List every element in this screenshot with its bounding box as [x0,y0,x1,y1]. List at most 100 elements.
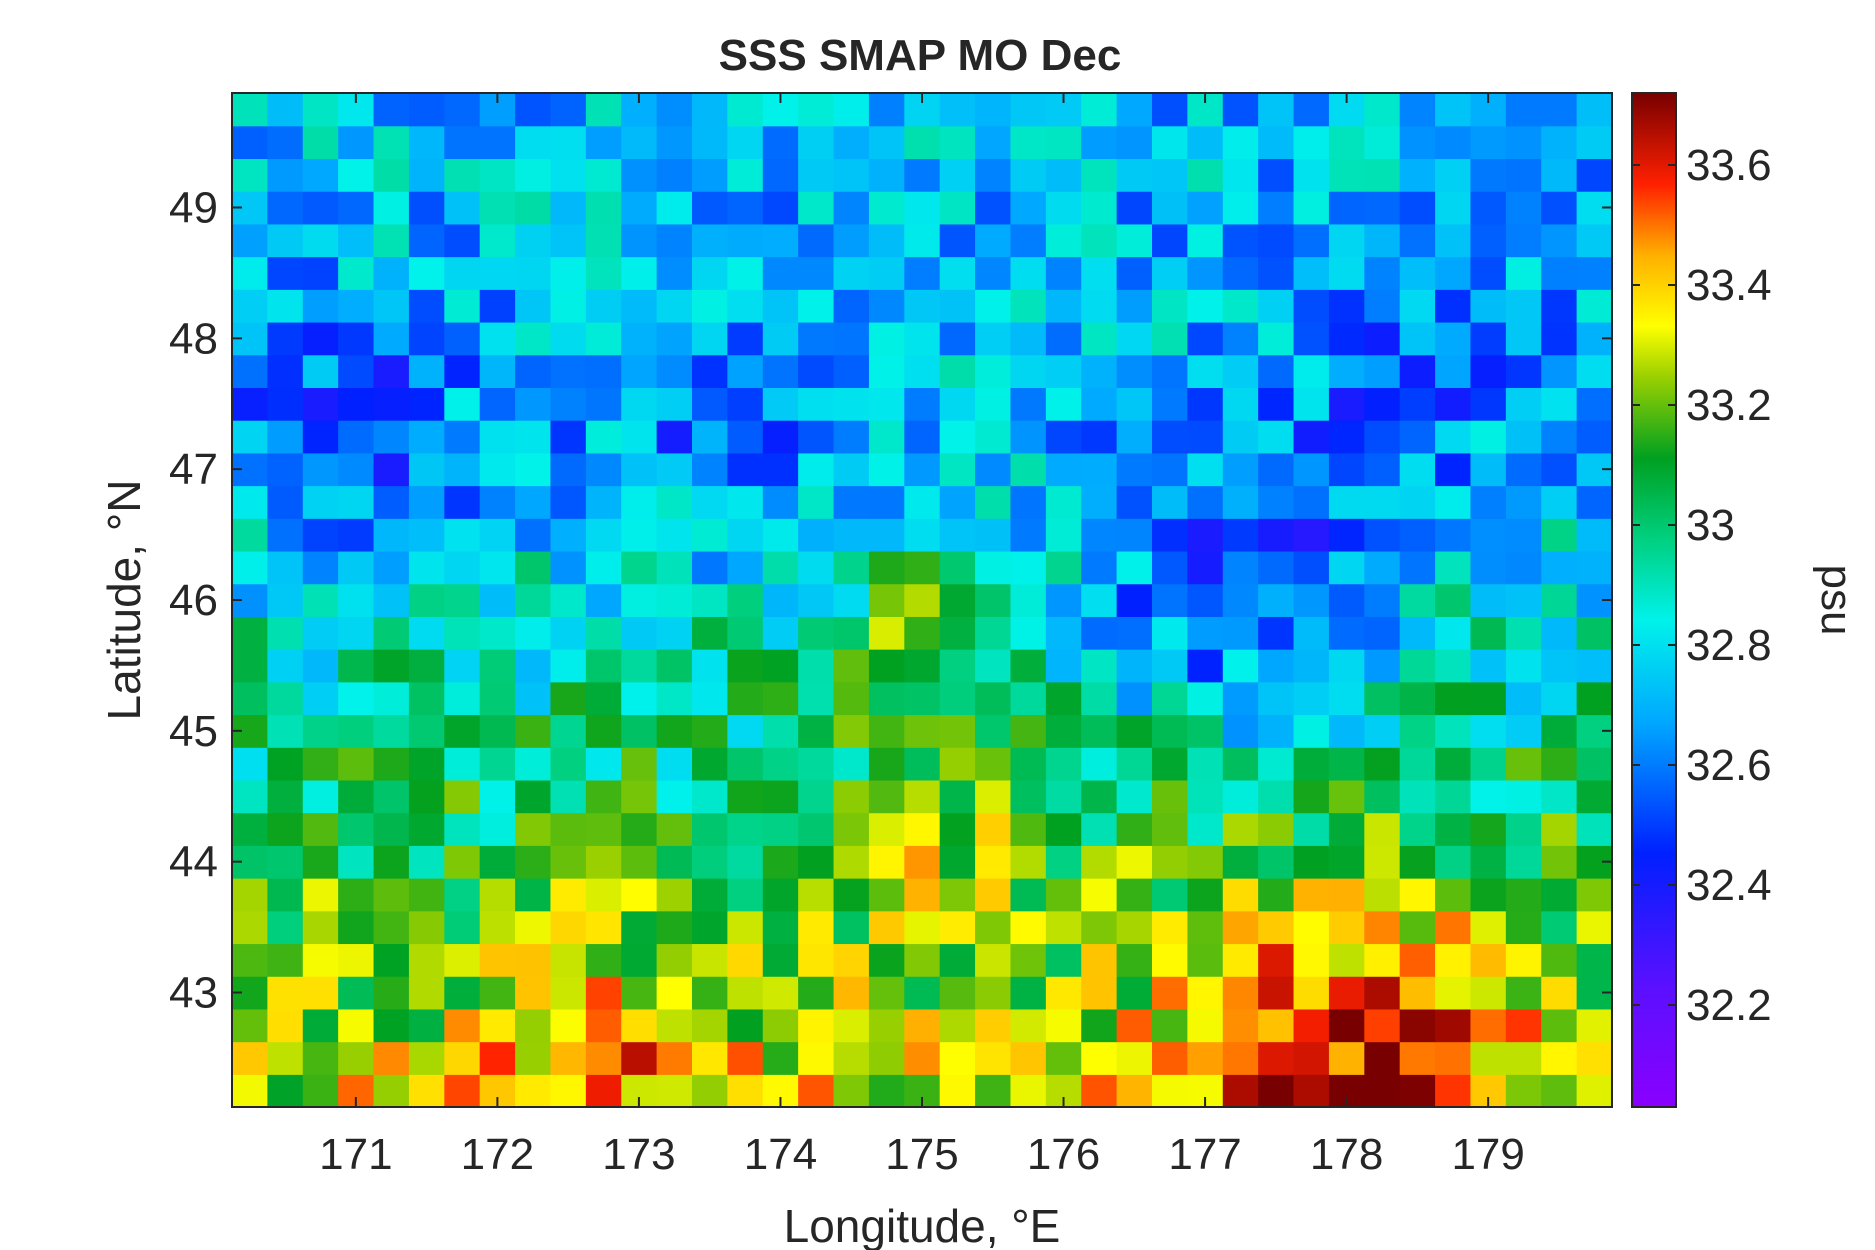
heatmap-cell [408,158,445,192]
heatmap-cell [232,681,268,716]
heatmap-cell [727,649,764,683]
heatmap-cell [444,714,481,748]
heatmap-cell [479,779,516,814]
heatmap-cell [550,93,587,127]
heatmap-cell [1399,1041,1436,1075]
heatmap-cell [939,321,976,356]
heatmap-cell [1328,1041,1365,1075]
heatmap-cell [656,420,693,454]
heatmap-cell [1187,976,1224,1010]
heatmap-cell [762,125,799,160]
heatmap-cell [479,747,516,781]
heatmap-cell [762,256,799,290]
heatmap-cell [1152,616,1188,650]
heatmap-cell [1258,518,1295,552]
heatmap-cell [1541,518,1578,552]
heatmap-cell [444,1008,481,1043]
heatmap-cell [550,812,587,846]
heatmap-cell [1152,649,1188,683]
heatmap-cell [1152,747,1188,781]
heatmap-cell [1470,1041,1507,1075]
heatmap-cell [1293,354,1330,388]
heatmap-cell [762,747,799,781]
heatmap-cell [868,976,905,1010]
heatmap-cell [1541,747,1578,781]
heatmap-cell [1505,256,1542,290]
heatmap-cell [302,452,339,487]
heatmap-cell [1258,878,1295,912]
heatmap-cell [1470,485,1507,519]
heatmap-cell [338,812,375,846]
heatmap-cell [762,289,799,323]
heatmap-cell [267,616,304,650]
heatmap-cell [1364,452,1401,487]
heatmap-cell [975,714,1012,748]
heatmap-cell [798,452,835,487]
heatmap-cell [1293,681,1330,716]
heatmap-cell [975,779,1012,814]
heatmap-cell [656,943,693,977]
y-tick-label: 45 [169,707,218,756]
heatmap-cell [1187,420,1224,454]
heatmap-cell [727,420,764,454]
heatmap-cell [1328,747,1365,781]
heatmap-cell [692,485,728,519]
heatmap-cell [727,779,764,814]
heatmap-cell [373,518,410,552]
heatmap-cell [833,256,870,290]
heatmap-cell [585,649,622,683]
heatmap-cell [515,616,552,650]
heatmap-cell [798,420,835,454]
heatmap-cell [1541,256,1578,290]
heatmap-cell [868,387,905,421]
heatmap-cell [267,158,304,192]
heatmap-cell [1152,681,1188,716]
heatmap-cell [1258,583,1295,617]
heatmap-cell [656,1008,693,1043]
heatmap-cell [585,223,622,258]
heatmap-cell [1187,452,1224,487]
heatmap-cell [373,1008,410,1043]
heatmap-cell [408,387,445,421]
heatmap-cell [232,158,268,192]
heatmap-cell [798,681,835,716]
heatmap-cell [621,878,658,912]
colorbar-tick-label: 32.2 [1686,981,1772,1030]
heatmap-cell [1541,223,1578,258]
heatmap-cell [373,812,410,846]
heatmap-cell [656,158,693,192]
heatmap-cell [232,518,268,552]
heatmap-cell [1081,1008,1118,1043]
heatmap-cell [302,223,339,258]
heatmap-cell [1081,779,1118,814]
heatmap-cell [550,681,587,716]
heatmap-cell [1258,256,1295,290]
heatmap-cell [232,223,268,258]
heatmap-cell [621,485,658,519]
heatmap-cell [1435,223,1472,258]
heatmap-cell [975,321,1012,356]
heatmap-cell [939,714,976,748]
heatmap-cell [656,1041,693,1075]
heatmap-cell [267,943,304,977]
heatmap-cell [1328,321,1365,356]
heatmap-cell [833,681,870,716]
heatmap-cell [868,191,905,225]
heatmap-cell [1399,714,1436,748]
heatmap-cell [1010,93,1047,127]
heatmap-cell [1364,518,1401,552]
heatmap-cell [727,1008,764,1043]
heatmap-cell [692,747,728,781]
heatmap-cell [444,223,481,258]
heatmap-cell [585,1074,622,1108]
heatmap-cell [1576,93,1613,127]
heatmap-cell [939,878,976,912]
heatmap-cell [1399,583,1436,617]
heatmap-cell [692,1041,728,1075]
heatmap-cell [762,420,799,454]
heatmap-cell [1045,420,1082,454]
heatmap-cell [868,649,905,683]
heatmap-cell [975,420,1012,454]
heatmap-cell [1045,910,1082,945]
heatmap-cell [1328,616,1365,650]
